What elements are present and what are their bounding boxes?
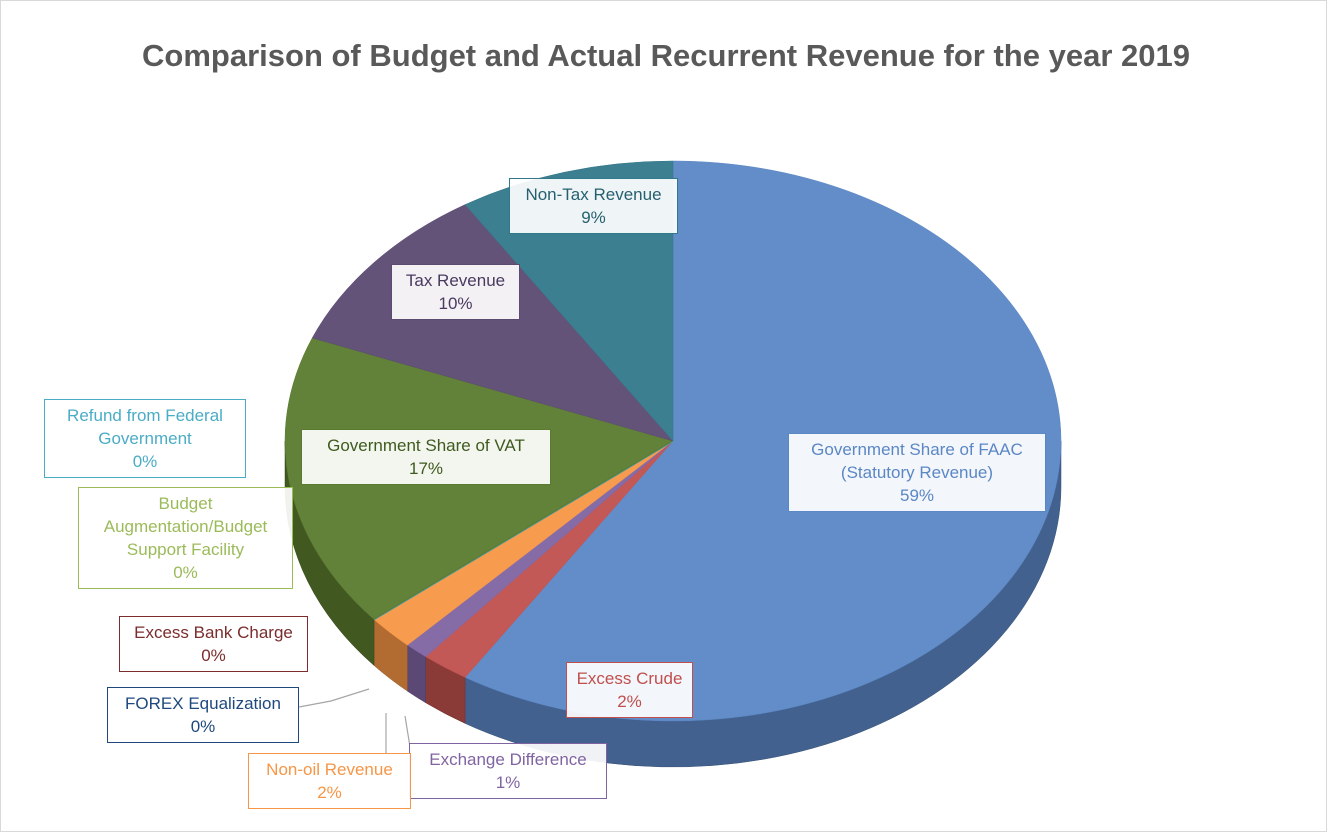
label-value: 0% xyxy=(190,717,216,736)
data-label: Excess Bank Charge 0% xyxy=(119,616,308,672)
label-value: 2% xyxy=(317,783,342,802)
label-name: Non-oil Revenue xyxy=(266,760,393,779)
data-label: Exchange Difference 1% xyxy=(409,743,607,799)
label-value: 2% xyxy=(617,692,642,711)
leader-line xyxy=(298,688,370,708)
label-name: Budget Augmentation/Budget Support Facil… xyxy=(103,494,268,559)
data-label: Budget Augmentation/Budget Support Facil… xyxy=(78,487,293,589)
data-label: Non-oil Revenue 2% xyxy=(248,753,411,809)
label-value: 10% xyxy=(438,294,473,313)
label-value: 0% xyxy=(132,452,158,471)
label-name: Excess Crude xyxy=(576,669,683,688)
label-name: Tax Revenue xyxy=(405,271,506,290)
slice xyxy=(464,160,1062,722)
label-name: Excess Bank Charge xyxy=(134,623,293,642)
chart-title: Comparison of Budget and Actual Recurren… xyxy=(142,38,1190,73)
label-name: FOREX Equalization xyxy=(125,694,281,713)
data-label: Tax Revenue 10% xyxy=(391,264,520,320)
data-label: Refund from Federal Government 0% xyxy=(44,399,246,478)
label-value: 1% xyxy=(495,773,521,792)
label-value: 0% xyxy=(201,646,226,665)
label-value: 17% xyxy=(408,459,444,478)
label-value: 0% xyxy=(173,563,198,582)
data-label: Excess Crude 2% xyxy=(566,662,693,718)
label-value: 9% xyxy=(581,208,606,227)
slice xyxy=(311,204,674,442)
label-name: Non-Tax Revenue xyxy=(525,185,662,204)
label-name: Refund from Federal Government xyxy=(67,406,223,448)
label-name: Exchange Difference xyxy=(429,750,587,769)
label-name: Government Share of VAT xyxy=(327,436,525,455)
data-label: Non-Tax Revenue 9% xyxy=(509,178,678,234)
data-label: FOREX Equalization 0% xyxy=(107,687,299,743)
label-name: Government Share of FAAC (Statutory Reve… xyxy=(811,440,1023,482)
data-label: Government Share of VAT 17% xyxy=(301,429,551,485)
data-label: Government Share of FAAC (Statutory Reve… xyxy=(788,433,1046,512)
leader-lines xyxy=(298,688,412,754)
label-value: 59% xyxy=(899,486,935,505)
